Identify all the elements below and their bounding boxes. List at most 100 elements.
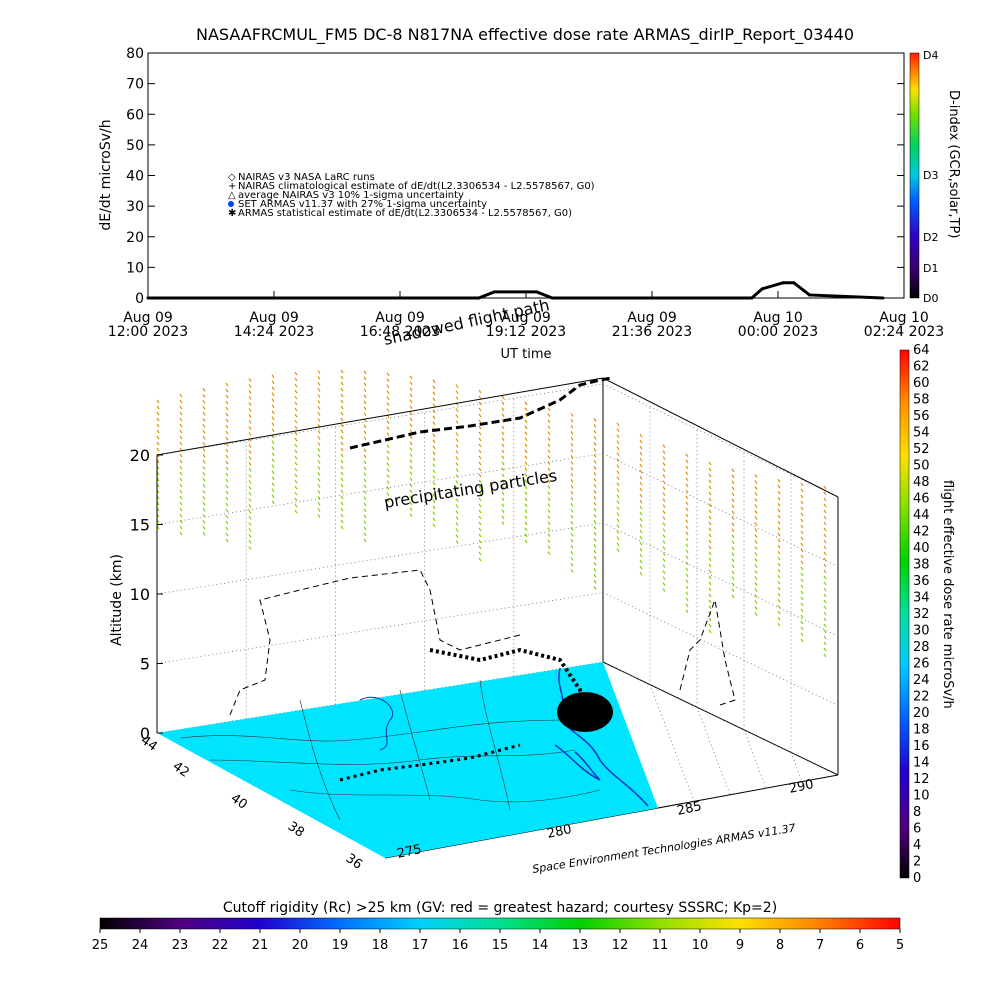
particle-streak [317, 514, 321, 518]
particle-streak [547, 503, 551, 507]
particle-streak [662, 492, 666, 496]
particle-streak [570, 508, 574, 513]
particle-streak [547, 431, 551, 435]
particle-streak [340, 495, 344, 500]
particle-streak [225, 532, 229, 537]
particle-streak [501, 425, 505, 430]
state-border-6 [299, 699, 341, 821]
particle-streak [639, 511, 643, 516]
particle-streak [731, 504, 735, 509]
particle-streak [248, 540, 252, 544]
particle-streak [340, 429, 344, 434]
particle-streak [708, 485, 712, 490]
particle-streak [455, 522, 459, 526]
particle-streak [754, 480, 758, 484]
particle-streak [248, 498, 252, 502]
particle-streak [662, 576, 666, 580]
dense-cluster [557, 692, 613, 732]
dose-colorbar-tick-label: 36 [913, 574, 930, 589]
particle-streak [409, 387, 413, 392]
particle-streak [294, 497, 298, 502]
dose-colorbar-tick-label: 10 [913, 789, 930, 804]
dindex-colorbar [909, 52, 920, 299]
particle-streak [547, 485, 551, 489]
dindex-tick-label: D4 [923, 49, 938, 62]
particle-streak [685, 525, 689, 530]
particle-streak [754, 534, 758, 538]
particle-streak [317, 490, 321, 494]
particle-streak [340, 393, 344, 398]
grid-back-right [602, 383, 839, 498]
particle-streak [386, 402, 390, 407]
grid-floor [649, 684, 695, 802]
particle-streak [156, 405, 160, 410]
particle-streak [478, 467, 482, 472]
state-border-4 [399, 689, 431, 801]
particle-streak [294, 473, 298, 478]
dose-colorbar-tick-label: 12 [913, 772, 930, 787]
particle-streak [685, 531, 689, 536]
longitude-ticks: 275 280 285 290 [396, 777, 815, 862]
particle-streak [800, 530, 804, 535]
dose-colorbar-tick-label: 56 [913, 409, 930, 424]
particle-streak [777, 604, 781, 609]
particle-streak [248, 468, 252, 472]
particle-streak [639, 571, 643, 576]
legend-marker-blue-dot [228, 201, 234, 207]
dose-colorbar-tick-label: 50 [913, 459, 930, 474]
particle-streak [524, 407, 528, 412]
particle-streak [754, 474, 758, 478]
particle-streak [570, 478, 574, 483]
floor-right-edge [602, 661, 839, 776]
particle-streak [777, 568, 781, 573]
particle-streak [639, 559, 643, 564]
particle-streak [708, 563, 712, 568]
dose-colorbar-tick-label: 40 [913, 541, 930, 556]
particle-streak [662, 528, 666, 532]
particle-streak [754, 516, 758, 520]
particle-streak [777, 520, 781, 525]
particle-streak [662, 552, 666, 556]
particle-streak [754, 546, 758, 550]
particle-streak [294, 461, 298, 466]
particle-streak [179, 477, 183, 482]
particle-streak [662, 540, 666, 544]
particle-streak [800, 500, 804, 505]
dose-colorbar-tick-label: 60 [913, 376, 930, 391]
particle-streak [225, 424, 229, 429]
rigidity-tick-label: 25 [92, 938, 109, 953]
particle-streak [248, 414, 252, 418]
particle-streak [432, 469, 436, 474]
particle-streak [432, 397, 436, 402]
particle-streak [662, 582, 666, 586]
particle-streak [179, 435, 183, 440]
particle-streak [202, 411, 206, 416]
timeseries-ylabel: dE/dt microSv/h [98, 119, 114, 230]
particle-streak [455, 414, 459, 418]
particle-streak [455, 486, 459, 490]
particle-streak [639, 457, 643, 462]
particle-streak [524, 413, 528, 418]
particle-streak [225, 520, 229, 525]
particle-streak [823, 491, 827, 496]
particle-streak [432, 475, 436, 480]
dose-colorbar-tick-label: 28 [913, 640, 930, 655]
particle-streak [593, 436, 597, 440]
particle-streak [363, 532, 367, 537]
particle-streak [202, 525, 206, 530]
latitude-tick-label: 38 [285, 819, 307, 841]
particle-streak [363, 394, 367, 399]
particle-streak [708, 551, 712, 556]
particle-streak [225, 472, 229, 477]
rigidity-tick-label: 11 [652, 938, 669, 953]
altitude-tick-label: 10 [130, 585, 150, 604]
particle-streak [225, 502, 229, 507]
particle-streak [616, 500, 620, 505]
particle-streak [501, 497, 505, 502]
flight-path-ground-2 [339, 743, 521, 782]
particle-streak [317, 460, 321, 464]
particle-streak [731, 552, 735, 557]
flight-path-descent [679, 598, 736, 706]
rigidity-tick-label: 21 [252, 938, 269, 953]
